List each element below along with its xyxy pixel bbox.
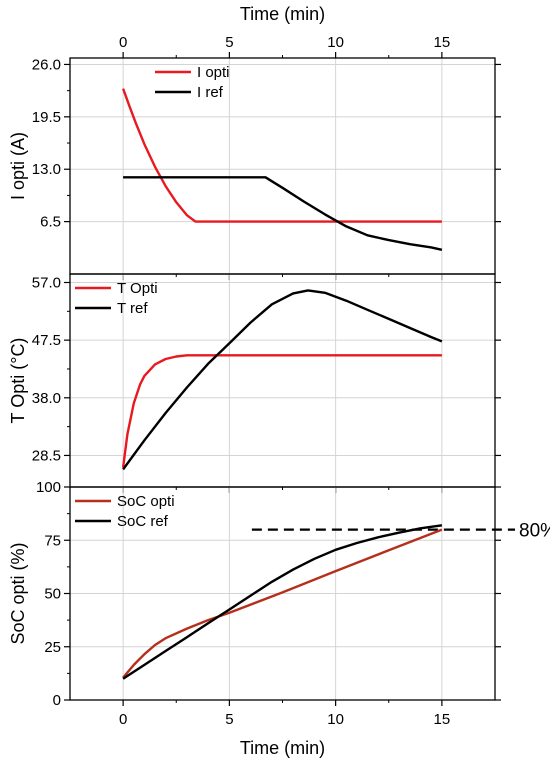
series-line-soc-opti <box>122 528 443 679</box>
legend-label: SoC opti <box>117 493 175 510</box>
series-line-i-opti <box>121 88 442 223</box>
legend-label: T Opti <box>117 280 158 297</box>
x-tick-label: 5 <box>225 711 233 728</box>
top-x-axis-title: Time (min) <box>240 4 325 24</box>
x-tick-label-top: 5 <box>225 34 233 51</box>
bottom-x-axis-title: Time (min) <box>240 738 325 758</box>
y-tick-label: 38.0 <box>32 390 61 407</box>
y-tick-label: 100 <box>36 479 61 496</box>
legend: SoC opti SoC ref <box>75 493 175 530</box>
y-tick-label: 19.5 <box>32 109 61 126</box>
legend-label: I opti <box>197 64 230 81</box>
y-tick-label: 28.5 <box>32 447 61 464</box>
y-tick-label: 57.0 <box>32 274 61 291</box>
y-axis-title: T Opti (°C) <box>8 338 28 424</box>
y-tick-label: 50 <box>44 586 61 603</box>
y-tick-label: 6.5 <box>40 214 61 231</box>
series-line-t-opti <box>121 354 442 468</box>
current-panel: 6.5 13.0 19.5 26.0 0 5 10 15 I opti (A) I opti I r… <box>8 34 501 280</box>
x-tick-label: 0 <box>119 711 127 728</box>
annotation-80-percent: 80% <box>519 521 550 542</box>
x-tick-label: 15 <box>434 711 451 728</box>
x-tick-label: 10 <box>327 711 344 728</box>
legend-label: I ref <box>197 84 224 101</box>
y-tick-label: 13.0 <box>32 161 61 178</box>
legend-label: SoC ref <box>117 513 169 530</box>
y-tick-label: 75 <box>44 532 61 549</box>
series-line-soc-ref <box>122 524 443 680</box>
x-tick-label-top: 10 <box>327 34 344 51</box>
y-tick-label: 0 <box>53 692 61 709</box>
y-tick-label: 47.5 <box>32 332 61 349</box>
legend: T Opti T ref <box>75 280 158 317</box>
x-tick-label-top: 15 <box>434 34 451 51</box>
legend-label: T ref <box>117 300 148 317</box>
y-axis-title: SoC opti (%) <box>8 542 28 644</box>
temperature-panel: 28.5 38.0 47.5 57.0 T Opti (°C) T Opti T ref <box>8 273 501 493</box>
y-tick-label: 25 <box>44 639 61 656</box>
plot-frame <box>69 57 496 275</box>
x-tick-label-top: 0 <box>119 34 127 51</box>
legend: I opti I ref <box>155 64 230 101</box>
series-line-i-ref <box>123 176 443 251</box>
y-tick-label: 26.0 <box>32 56 61 73</box>
y-axis-title: I opti (A) <box>8 132 28 200</box>
series-line-t-ref <box>122 289 443 471</box>
